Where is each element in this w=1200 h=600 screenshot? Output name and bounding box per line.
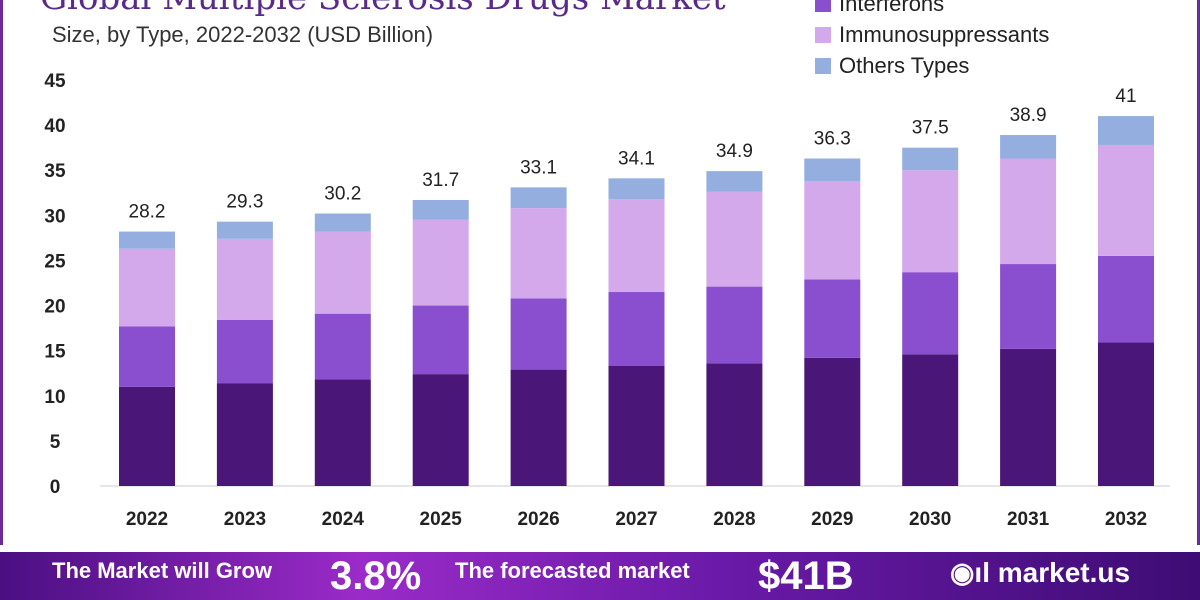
bar-segment bbox=[608, 292, 665, 367]
legend: Interferons Immunosuppressants Others Ty… bbox=[815, 0, 1049, 81]
forecast-value: $41B bbox=[758, 554, 854, 598]
bar-segment bbox=[804, 279, 861, 358]
bar-segment bbox=[314, 313, 371, 380]
bar-segment bbox=[216, 319, 273, 384]
data-label: 31.7 bbox=[422, 170, 459, 191]
bar-segment bbox=[1000, 264, 1057, 349]
data-label: 34.9 bbox=[716, 141, 753, 162]
bar-segment bbox=[902, 272, 959, 355]
bar-segment bbox=[608, 178, 665, 200]
bar-segment bbox=[510, 187, 567, 209]
x-tick-label: 2028 bbox=[713, 509, 755, 530]
x-tick-label: 2024 bbox=[322, 509, 365, 530]
y-tick-label: 25 bbox=[44, 251, 66, 272]
bar-segment bbox=[804, 158, 861, 182]
y-tick-label: 10 bbox=[44, 387, 65, 408]
bar-segment bbox=[412, 305, 469, 375]
data-label: 29.3 bbox=[226, 192, 263, 213]
x-tick-label: 2029 bbox=[811, 509, 853, 530]
bar-segment bbox=[804, 181, 861, 280]
y-tick-label: 15 bbox=[44, 342, 66, 363]
bar-segment bbox=[1098, 116, 1154, 145]
grow-text: The Market will Grow bbox=[52, 558, 273, 583]
bar-segment bbox=[608, 199, 665, 293]
bar-segment bbox=[1098, 342, 1154, 486]
x-tick-label: 2030 bbox=[909, 509, 951, 530]
bar-segment bbox=[902, 354, 959, 486]
bar-segment bbox=[412, 219, 469, 306]
bar-segment bbox=[314, 379, 371, 486]
bar-segment bbox=[706, 363, 763, 486]
bar-segment bbox=[119, 326, 175, 387]
data-label: 36.3 bbox=[814, 128, 851, 149]
bar-segment bbox=[1098, 144, 1154, 256]
data-label: 28.2 bbox=[129, 202, 166, 223]
bar-segment bbox=[706, 171, 763, 192]
footer-banner: The Market will Grow 3.8% The forecasted… bbox=[0, 552, 1200, 600]
y-tick-label: 30 bbox=[44, 206, 65, 227]
x-tick-label: 2031 bbox=[1007, 509, 1050, 530]
y-tick-label: 45 bbox=[44, 71, 66, 92]
bar-segment bbox=[119, 386, 175, 486]
y-tick-label: 35 bbox=[44, 161, 66, 182]
stacked-bar-chart: 05101520253035404528.2202229.3202330.220… bbox=[44, 71, 1170, 530]
bar-segment bbox=[314, 213, 371, 232]
bar-segment bbox=[412, 199, 469, 220]
y-tick-label: 20 bbox=[44, 297, 65, 318]
bar-segment bbox=[1000, 135, 1057, 159]
bar-segment bbox=[119, 248, 175, 327]
legend-swatch bbox=[815, 57, 831, 74]
bar-segment bbox=[1000, 348, 1057, 486]
bar-segment bbox=[510, 208, 567, 299]
chart-frame bbox=[0, 0, 1200, 545]
bar-segment bbox=[902, 147, 959, 171]
cagr-value: 3.8% bbox=[330, 554, 422, 598]
bar-segment bbox=[216, 383, 273, 486]
legend-item-immunosuppressants: Immunosuppressants bbox=[815, 19, 1049, 50]
legend-item-others: Others Types bbox=[815, 50, 1049, 81]
bar-segment bbox=[510, 298, 567, 370]
y-tick-label: 0 bbox=[50, 477, 61, 498]
bar-segment bbox=[1098, 255, 1154, 343]
y-tick-label: 5 bbox=[50, 432, 61, 453]
brand-logo: ◉ıl market.us bbox=[950, 557, 1131, 588]
x-tick-label: 2032 bbox=[1105, 509, 1147, 530]
chart-title: Global Multiple Sclerosis Drugs Market bbox=[40, 0, 726, 18]
data-label: 30.2 bbox=[324, 184, 361, 205]
bar-segment bbox=[1000, 158, 1057, 265]
bar-segment bbox=[608, 366, 665, 486]
x-tick-label: 2027 bbox=[615, 509, 657, 530]
y-tick-label: 40 bbox=[44, 116, 65, 137]
legend-swatch bbox=[815, 0, 831, 12]
bar-segment bbox=[804, 357, 861, 486]
data-label: 41 bbox=[1115, 86, 1136, 107]
x-tick-label: 2025 bbox=[420, 509, 463, 530]
bar-segment bbox=[510, 369, 567, 486]
bar-segment bbox=[706, 286, 763, 364]
bar-segment bbox=[706, 191, 763, 287]
data-label: 34.1 bbox=[618, 148, 655, 169]
x-tick-label: 2026 bbox=[517, 509, 559, 530]
bar-segment bbox=[216, 221, 273, 239]
data-label: 37.5 bbox=[912, 118, 949, 139]
bar-segment bbox=[412, 374, 469, 486]
logo-icon: ◉ıl bbox=[950, 557, 998, 588]
x-tick-label: 2023 bbox=[224, 509, 266, 530]
bar-segment bbox=[119, 231, 175, 249]
legend-item-interferons: Interferons bbox=[815, 0, 1049, 19]
data-label: 33.1 bbox=[520, 157, 557, 178]
legend-swatch bbox=[815, 26, 831, 43]
x-tick-label: 2022 bbox=[126, 509, 168, 530]
bar-segment bbox=[902, 170, 959, 273]
data-label: 38.9 bbox=[1010, 105, 1047, 126]
bar-segment bbox=[216, 238, 273, 320]
chart-subtitle: Size, by Type, 2022-2032 (USD Billion) bbox=[52, 22, 434, 47]
forecast-text: The forecasted market bbox=[455, 558, 690, 583]
bar-segment bbox=[314, 231, 371, 314]
